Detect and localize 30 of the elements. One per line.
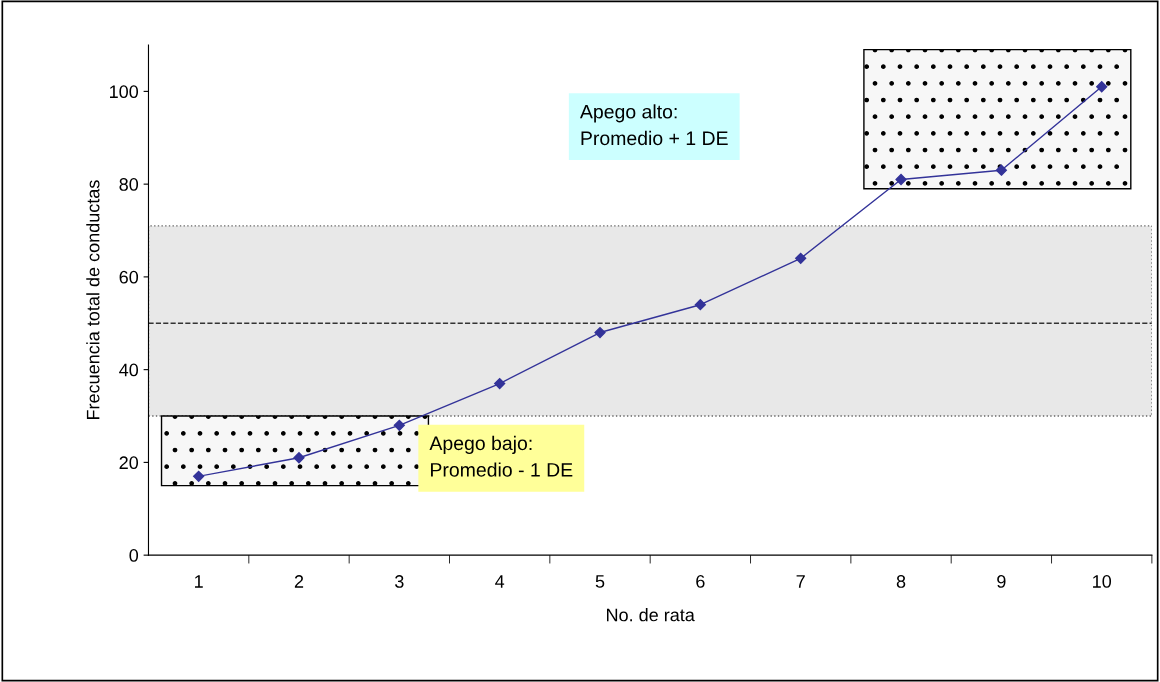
x-tick-label: 2 <box>294 575 304 588</box>
x-tick-label: 8 <box>896 575 906 588</box>
point <box>293 452 305 464</box>
point <box>995 164 1007 176</box>
y-tick-label: 60 <box>119 270 139 284</box>
y-tick-label: 0 <box>129 549 139 562</box>
y-tick-label: 40 <box>119 363 139 377</box>
x-tick-label: 1 <box>195 575 203 588</box>
x-tick-label: 10 <box>1093 575 1112 588</box>
x-tick-label: 9 <box>997 575 1006 588</box>
y-tick-label: 20 <box>119 456 139 470</box>
y-axis-title: Frecuencia total de conductas <box>86 180 100 420</box>
point <box>494 377 506 390</box>
point <box>193 470 205 482</box>
x-tick-label: 6 <box>696 575 705 588</box>
annotation: Apego bajo: Promedio - 1 DE <box>429 435 573 477</box>
x-tick-label: 7 <box>796 575 805 588</box>
y-tick-label: 100 <box>110 85 139 99</box>
point <box>1096 81 1108 93</box>
annotation: Apego alto: Promedio + 1 DE <box>579 104 728 146</box>
point <box>694 299 706 311</box>
x-tick-label: 4 <box>495 575 505 588</box>
point <box>594 326 606 339</box>
point <box>795 252 807 264</box>
x-tick-label: 5 <box>595 575 605 588</box>
x-axis-title: No. de rata <box>607 608 695 622</box>
x-tick-label: 3 <box>395 575 404 588</box>
point <box>393 419 405 431</box>
y-tick-label: 80 <box>119 178 139 191</box>
point <box>895 173 907 186</box>
